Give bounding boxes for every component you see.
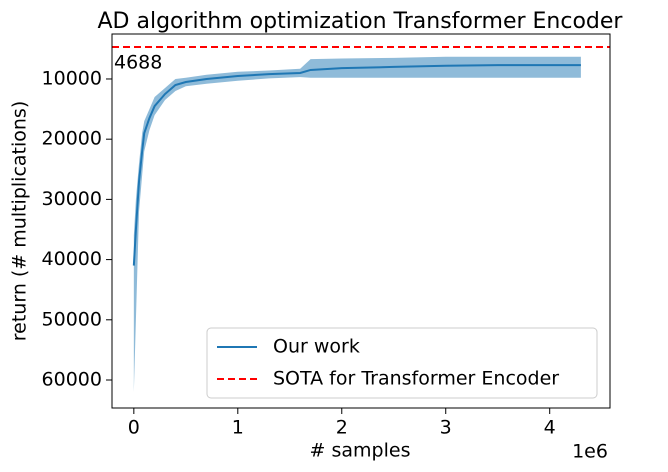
y-axis-label: return (# multiplications) xyxy=(9,101,31,341)
x-tick-label: 3 xyxy=(440,417,452,439)
y-tick-label: 50000 xyxy=(42,308,102,330)
legend-box xyxy=(206,327,598,399)
y-tick-label: 30000 xyxy=(42,188,102,210)
x-tick-label: 1 xyxy=(232,417,244,439)
x-axis-label: # samples xyxy=(310,440,411,462)
legend-label: Our work xyxy=(273,336,360,358)
y-tick-label: 60000 xyxy=(42,369,102,391)
series-line xyxy=(132,64,581,266)
x-tick-label: 4 xyxy=(544,417,556,439)
x-tick-label: 0 xyxy=(128,417,140,439)
chart-title: AD algorithm optimization Transformer En… xyxy=(98,9,624,34)
y-tick-label: 10000 xyxy=(42,67,102,89)
legend-label: SOTA for Transformer Encoder xyxy=(273,368,559,390)
x-tick-label: 2 xyxy=(336,417,348,439)
y-tick-label: 40000 xyxy=(42,248,102,270)
plot-frame xyxy=(111,33,611,409)
x-offset-label: 1e6 xyxy=(572,441,608,463)
y-tick-label: 20000 xyxy=(42,128,102,150)
reference-label: 4688 xyxy=(114,51,162,73)
